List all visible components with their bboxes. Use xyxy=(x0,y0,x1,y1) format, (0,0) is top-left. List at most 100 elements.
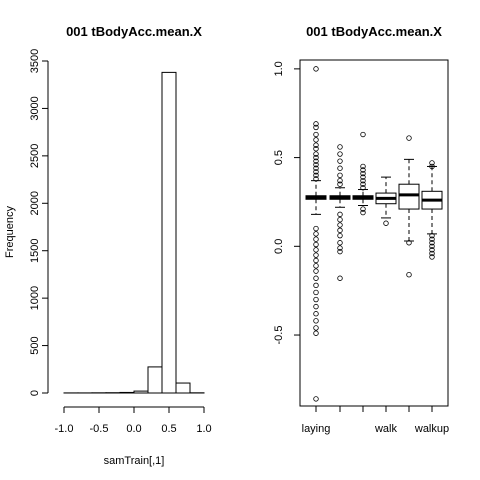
boxplot-outlier-0-16 xyxy=(313,231,319,237)
boxplot-y-axis: -0.5 0.0 0.5 1.0 xyxy=(273,61,300,345)
boxplot-y-tick-label-0: -0.5 xyxy=(273,326,285,345)
boxplot-y-tick-label-3: 1.0 xyxy=(273,61,285,76)
boxplot-outlier-1-11 xyxy=(337,232,343,239)
histogram-bars xyxy=(63,71,205,394)
boxplot-outlier-2-3 xyxy=(360,170,366,177)
histogram-y-tick-label-6: 3000 xyxy=(29,96,41,120)
boxplot-outlier-0-31 xyxy=(313,325,319,331)
histogram-bar-7 xyxy=(161,71,177,394)
histogram-y-tick-label-3: 1500 xyxy=(29,238,41,262)
boxplot-outlier-0-20 xyxy=(313,252,319,258)
boxplot-outlier-0-2 xyxy=(313,124,319,131)
boxplot-box-group-4 xyxy=(398,135,420,278)
boxplot-outlier-0-29 xyxy=(313,311,319,317)
boxplot-outlier-0-0 xyxy=(313,66,319,72)
histogram-x-tick-label-4: 1.0 xyxy=(196,423,211,435)
boxplot-outlier-0-23 xyxy=(313,268,319,274)
boxplot-outlier-5-2 xyxy=(429,232,435,239)
boxplot-outlier-5-8 xyxy=(429,254,435,260)
boxplot-outlier-1-8 xyxy=(337,216,343,223)
histogram-y-tick-label-2: 1000 xyxy=(29,286,41,310)
boxplot-outlier-0-13 xyxy=(313,172,319,179)
boxplot-outlier-4-1 xyxy=(406,240,412,246)
histogram-x-axis: -1.0 -0.5 0.0 0.5 1.0 xyxy=(55,406,212,435)
histogram-bar-6 xyxy=(147,366,163,394)
boxplot-outlier-0-18 xyxy=(313,241,319,248)
histogram-y-tick-label-4: 2000 xyxy=(29,191,41,215)
boxplot-outlier-0-24 xyxy=(313,275,319,281)
boxplot-outlier-5-7 xyxy=(429,250,435,257)
histogram-x-tick-label-2: 0.0 xyxy=(126,423,141,435)
boxplot-outlier-2-0 xyxy=(360,131,366,138)
boxplot-outlier-0-14 xyxy=(313,176,319,182)
boxplot-x-tick-label-5: walkup xyxy=(414,423,449,435)
boxplot-box-group-3 xyxy=(375,176,397,226)
histogram-x-tick-label-0: -1.0 xyxy=(55,423,74,435)
boxplot-outlier-0-30 xyxy=(313,318,319,324)
boxplot-outlier-0-10 xyxy=(313,161,319,168)
boxplot-outlier-2-8 xyxy=(360,206,366,212)
boxplot-outlier-1-2 xyxy=(337,158,343,164)
boxplot-outlier-0-26 xyxy=(313,289,319,296)
histogram-y-axis-label: Frequency xyxy=(4,206,16,258)
boxplot-outlier-1-15 xyxy=(337,275,343,281)
boxplot-outlier-2-9 xyxy=(360,209,366,216)
boxplot-outlier-1-4 xyxy=(337,172,343,179)
boxplot-outlier-0-3 xyxy=(313,131,319,138)
boxplot-x-axis: laying walk walkup xyxy=(302,406,449,435)
boxplot-boxes xyxy=(305,66,443,402)
boxplot-outlier-2-1 xyxy=(360,163,366,170)
boxplot-outlier-1-14 xyxy=(337,248,343,255)
boxplot-outlier-0-32 xyxy=(313,330,319,336)
boxplot-outlier-0-12 xyxy=(313,169,319,175)
boxplot-outlier-0-21 xyxy=(313,257,319,264)
histogram-y-tick-label-0: 0 xyxy=(29,390,41,396)
boxplot-outlier-0-8 xyxy=(313,154,319,161)
boxplot-outlier-0-1 xyxy=(313,121,319,127)
boxplot-box-group-0 xyxy=(305,66,327,402)
histogram-bar-8 xyxy=(175,382,191,394)
boxplot-chart: 001 tBodyAcc.mean.X -0.5 0.0 0.5 1.0 laying… xyxy=(273,24,449,435)
boxplot-outlier-3-0 xyxy=(383,220,389,226)
boxplot-outlier-5-3 xyxy=(429,236,435,242)
boxplot-outlier-0-28 xyxy=(313,303,319,310)
boxplot-outlier-0-11 xyxy=(313,165,319,171)
boxplot-outlier-2-2 xyxy=(360,167,366,173)
boxplot-title: 001 tBodyAcc.mean.X xyxy=(306,24,442,39)
boxplot-outlier-0-5 xyxy=(313,142,319,148)
histogram-y-axis: 0 500 1000 1500 2000 2500 3000 3500 xyxy=(29,49,49,396)
histogram-bar-5 xyxy=(133,390,149,394)
boxplot-outlier-0-4 xyxy=(313,137,319,143)
boxplot-outlier-4-0 xyxy=(406,135,412,141)
boxplot-outlier-1-6 xyxy=(337,181,343,187)
boxplot-frame xyxy=(299,59,449,407)
boxplot-outlier-5-6 xyxy=(429,247,435,253)
histogram-x-tick-label-1: -0.5 xyxy=(90,423,109,435)
histogram-y-tick-label-1: 500 xyxy=(29,336,41,354)
histogram-title: 001 tBodyAcc.mean.X xyxy=(66,24,202,39)
boxplot-outlier-0-27 xyxy=(313,296,319,303)
boxplot-outlier-1-13 xyxy=(337,245,343,251)
boxplot-box-group-2 xyxy=(352,131,374,216)
boxplot-outlier-2-4 xyxy=(360,174,366,180)
boxplot-outlier-5-0 xyxy=(429,160,435,166)
boxplot-outlier-0-19 xyxy=(313,247,319,253)
boxplot-outlier-2-6 xyxy=(360,181,366,187)
histogram-y-tick-label-7: 3500 xyxy=(29,49,41,73)
boxplot-outlier-2-7 xyxy=(360,185,366,191)
boxplot-y-tick-label-1: 0.0 xyxy=(273,239,285,254)
boxplot-outlier-0-33 xyxy=(313,396,319,402)
boxplot-outlier-4-2 xyxy=(406,271,412,278)
boxplot-outlier-1-7 xyxy=(337,211,343,218)
histogram-bar-4 xyxy=(119,391,135,394)
boxplot-outlier-1-12 xyxy=(337,240,343,246)
boxplot-outlier-1-1 xyxy=(337,151,343,157)
boxplot-outlier-0-25 xyxy=(313,282,319,289)
boxplot-outlier-0-7 xyxy=(313,151,319,157)
boxplot-box-4 xyxy=(398,183,420,210)
boxplot-outlier-1-9 xyxy=(337,222,343,228)
boxplot-outlier-1-3 xyxy=(337,165,343,171)
boxplot-outlier-5-5 xyxy=(429,243,435,250)
boxplot-outlier-0-22 xyxy=(313,263,319,269)
